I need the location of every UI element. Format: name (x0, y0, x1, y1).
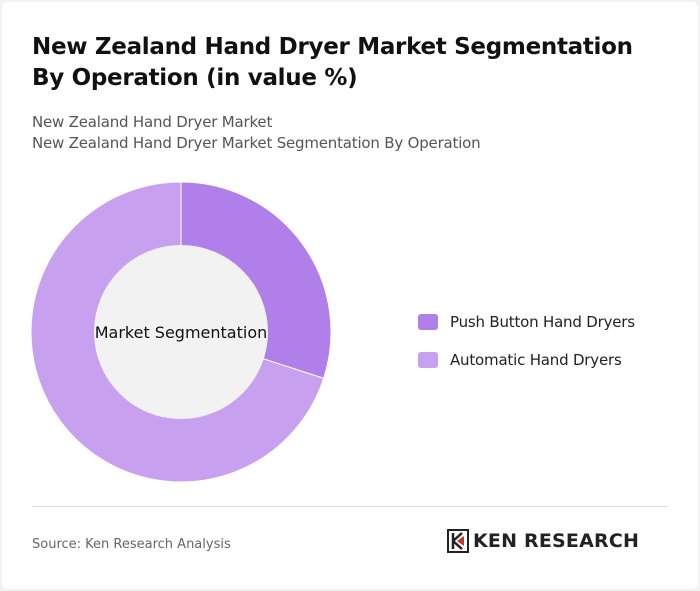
donut-center (94, 245, 268, 419)
legend-swatch-automatic (418, 352, 438, 368)
legend-item-push-button: Push Button Hand Dryers (418, 303, 635, 341)
legend-swatch-push-button (418, 314, 438, 330)
footer-divider (32, 506, 668, 507)
ken-research-logo-icon (447, 529, 469, 553)
legend-label-push-button: Push Button Hand Dryers (450, 313, 635, 331)
subtitle-market: New Zealand Hand Dryer Market (32, 113, 273, 131)
legend-item-automatic: Automatic Hand Dryers (418, 341, 635, 379)
brand-name: KEN RESEARCH (473, 530, 640, 552)
source-note: Source: Ken Research Analysis (32, 537, 231, 552)
legend: Push Button Hand Dryers Automatic Hand D… (418, 303, 635, 379)
center-label: Market Segmentation (95, 323, 268, 342)
ken-research-logo: KEN RESEARCH (447, 529, 639, 553)
legend-label-automatic: Automatic Hand Dryers (450, 351, 622, 369)
subtitle-segmentation: New Zealand Hand Dryer Market Segmentati… (32, 134, 481, 152)
chart-title: New Zealand Hand Dryer Market Segmentati… (32, 34, 633, 91)
